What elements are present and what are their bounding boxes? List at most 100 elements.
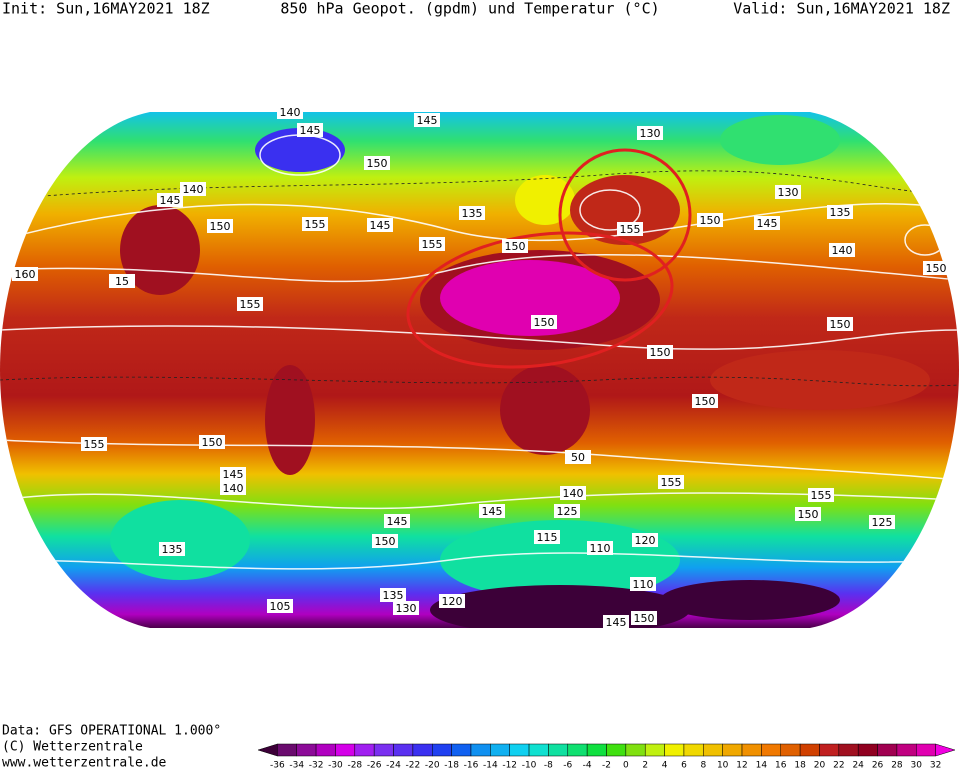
contour-label: 150 [207, 219, 233, 233]
colorbar-box [644, 743, 665, 757]
colorbar-box [567, 743, 588, 757]
contour-label-box [479, 504, 505, 518]
colorbar-box [703, 743, 723, 757]
contour-label: 150 [531, 315, 557, 329]
colorbar-arrow [935, 743, 956, 757]
colorbar-box [916, 743, 936, 757]
contour-label-text: 145 [482, 505, 503, 518]
contour-label-text: 150 [210, 220, 231, 233]
contour-label: 150 [372, 534, 398, 548]
contour-label: 140 [277, 105, 303, 119]
colorbar-tick-label: 18 [794, 761, 806, 770]
contour-label: 145 [754, 216, 780, 230]
contour-label-box [439, 594, 465, 608]
contour-label-text: 145 [160, 194, 181, 207]
contour-label-text: 105 [270, 600, 291, 613]
contour-label-text: 130 [640, 127, 661, 140]
colorbar-tick-label: -8 [544, 761, 553, 770]
colorbar-tick-label: 10 [717, 761, 729, 770]
contour-label: 155 [617, 222, 643, 236]
colorbar-tick-label: -4 [583, 761, 592, 770]
contour-label-text: 155 [620, 223, 641, 236]
contour-label-text: 135 [462, 207, 483, 220]
contour-label-box [109, 274, 135, 288]
contour-label-box [631, 611, 657, 625]
contour-label-box [617, 222, 643, 236]
contour-label-box [159, 542, 185, 556]
contour-label-box [637, 126, 663, 140]
contour-label-box [531, 315, 557, 329]
contour-label-text: 150 [830, 318, 851, 331]
colorbar-box [741, 743, 762, 757]
contour-label-box [827, 317, 853, 331]
contour-label-box [565, 450, 591, 464]
contour-label: 135 [159, 542, 185, 556]
contour-label: 150 [795, 507, 821, 521]
contour-label-box [554, 504, 580, 518]
colorbar-tick-label: 8 [700, 761, 706, 770]
colorbar-tick-label: 32 [930, 761, 941, 770]
contour-label-box [502, 239, 528, 253]
colorbar-tick-label: 16 [775, 761, 787, 770]
contour-label: 160 [12, 267, 38, 281]
contour-label: 15 [109, 274, 135, 288]
contour-label: 145 [220, 467, 246, 481]
contour-label-text: 150 [202, 436, 223, 449]
colorbar-tick-label: -18 [444, 761, 459, 770]
contour-label: 145 [603, 615, 629, 629]
contour-label-text: 110 [590, 542, 611, 555]
contour-label-box [277, 105, 303, 119]
contour-label-box [775, 185, 801, 199]
colorbar-tick-label: -12 [502, 761, 517, 770]
contour-label-box [393, 601, 419, 615]
contour-label-text: 145 [387, 515, 408, 528]
contour-label-box [380, 588, 406, 602]
contour-label-box [384, 514, 410, 528]
website: www.wetterzentrale.de [2, 756, 167, 770]
contour-label-text: 140 [223, 482, 244, 495]
contour-label-box [414, 113, 440, 127]
contour-label: 150 [697, 213, 723, 227]
colorbar-box [277, 743, 297, 757]
contour-label-text: 120 [635, 534, 656, 547]
colorbar-tick-label: -36 [270, 761, 285, 770]
colorbar-tick-label: -10 [522, 761, 537, 770]
contour-label-box [829, 243, 855, 257]
contour-label: 150 [647, 345, 673, 359]
contour-label: 125 [554, 504, 580, 518]
colorbar-tick-label: -32 [309, 761, 324, 770]
contour-label-text: 115 [537, 531, 558, 544]
contour-label-box [297, 123, 323, 137]
colorbar-box [490, 743, 510, 757]
colorbar-tick-label: -24 [386, 761, 401, 770]
contour-label: 150 [692, 394, 718, 408]
copyright: (C) Wetterzentrale [2, 740, 143, 755]
contour-label-box [647, 345, 673, 359]
colorbar-tick-label: -20 [425, 761, 440, 770]
contour-label-text: 125 [872, 516, 893, 529]
colorbar-tick-label: -22 [406, 761, 421, 770]
colorbar-tick-label: -26 [367, 761, 382, 770]
contour-label-text: 145 [223, 468, 244, 481]
contour-label-box [81, 437, 107, 451]
contour-label: 125 [869, 515, 895, 529]
contour-label: 120 [439, 594, 465, 608]
contour-label-text: 145 [370, 219, 391, 232]
contour-label-box [923, 261, 949, 275]
colorbar-box [296, 743, 317, 757]
contour-label-text: 155 [422, 238, 443, 251]
colorbar-tick-label: 22 [833, 761, 844, 770]
colorbar-tick-label: -2 [602, 761, 611, 770]
contour-label: 135 [459, 206, 485, 220]
contour-label-text: 140 [280, 106, 301, 119]
colorbar-tick-label: 4 [662, 761, 668, 770]
colorbar-tick-label: 12 [736, 761, 747, 770]
contour-label-text: 15 [115, 275, 129, 288]
contour-label-box [367, 218, 393, 232]
colorbar-box [354, 743, 375, 757]
contour-label-text: 145 [757, 217, 778, 230]
contour-label-text: 145 [300, 124, 321, 137]
contour-label: 155 [237, 297, 263, 311]
contour-label: 105 [267, 599, 293, 613]
valid-time: Valid: Sun,16MAY2021 18Z [733, 0, 950, 18]
